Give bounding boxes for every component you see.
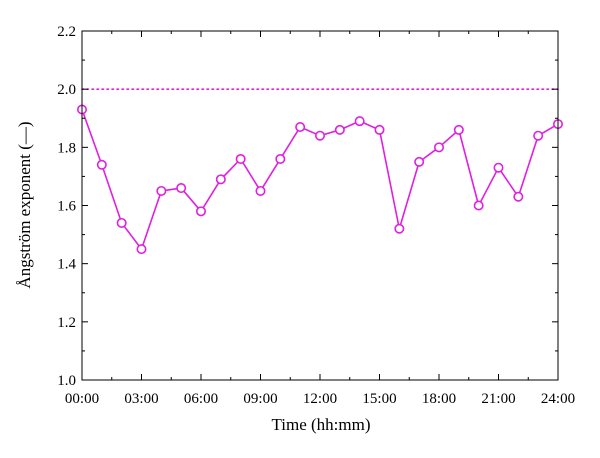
data-point-marker	[473, 200, 484, 211]
x-tick-label: 15:00	[362, 391, 396, 407]
y-tick-label: 1.4	[57, 257, 76, 273]
y-tick-label: 2.0	[57, 82, 76, 98]
x-tick-label: 12:00	[303, 391, 337, 407]
data-point-marker	[414, 156, 425, 167]
data-point-marker	[255, 185, 266, 196]
y-tick-label: 1.6	[57, 199, 76, 215]
data-point-marker	[334, 124, 345, 135]
data-point-marker	[136, 244, 147, 255]
data-point-marker	[493, 162, 504, 173]
x-tick-label: 03:00	[124, 391, 158, 407]
y-tick-label: 1.2	[57, 315, 76, 331]
x-tick-label: 06:00	[184, 391, 218, 407]
data-point-marker	[533, 130, 544, 141]
data-point-marker	[374, 124, 385, 135]
data-point-marker	[235, 153, 246, 164]
data-point-marker	[354, 116, 365, 127]
y-axis-tick-labels: 1.0 1.2 1.4 1.6 1.8 2.0 2.2	[57, 24, 76, 389]
y-axis-title: Ångström exponent (—)	[15, 121, 34, 288]
x-tick-label: 00:00	[65, 391, 99, 407]
x-axis-title: Time (hh:mm)	[271, 415, 370, 434]
data-point-marker	[513, 191, 524, 202]
x-tick-label: 24:00	[541, 391, 575, 407]
y-tick-label: 2.2	[57, 24, 76, 40]
axis-ticks	[81, 30, 559, 381]
data-point-marker	[433, 142, 444, 153]
x-tick-label: 09:00	[243, 391, 277, 407]
data-point-marker	[215, 174, 226, 185]
plot-area-frame	[81, 30, 559, 381]
data-point-marker	[453, 124, 464, 135]
x-axis-tick-labels: 00:00 03:00 06:00 09:00 12:00 15:00 18:00 21:00…	[65, 391, 575, 407]
data-point-marker	[314, 130, 325, 141]
series-line	[81, 109, 559, 250]
x-tick-label: 18:00	[422, 391, 456, 407]
y-tick-label: 1.8	[57, 140, 76, 156]
data-point-marker	[156, 185, 167, 196]
data-point-marker	[275, 153, 286, 164]
data-point-marker	[295, 121, 306, 132]
data-point-marker	[394, 223, 405, 234]
data-point-marker	[176, 183, 187, 194]
y-tick-label: 1.0	[57, 373, 76, 389]
data-point-marker	[116, 217, 127, 228]
data-point-marker	[196, 206, 207, 217]
series-group	[77, 104, 563, 255]
data-point-marker	[96, 159, 107, 170]
x-tick-label: 21:00	[481, 391, 515, 407]
